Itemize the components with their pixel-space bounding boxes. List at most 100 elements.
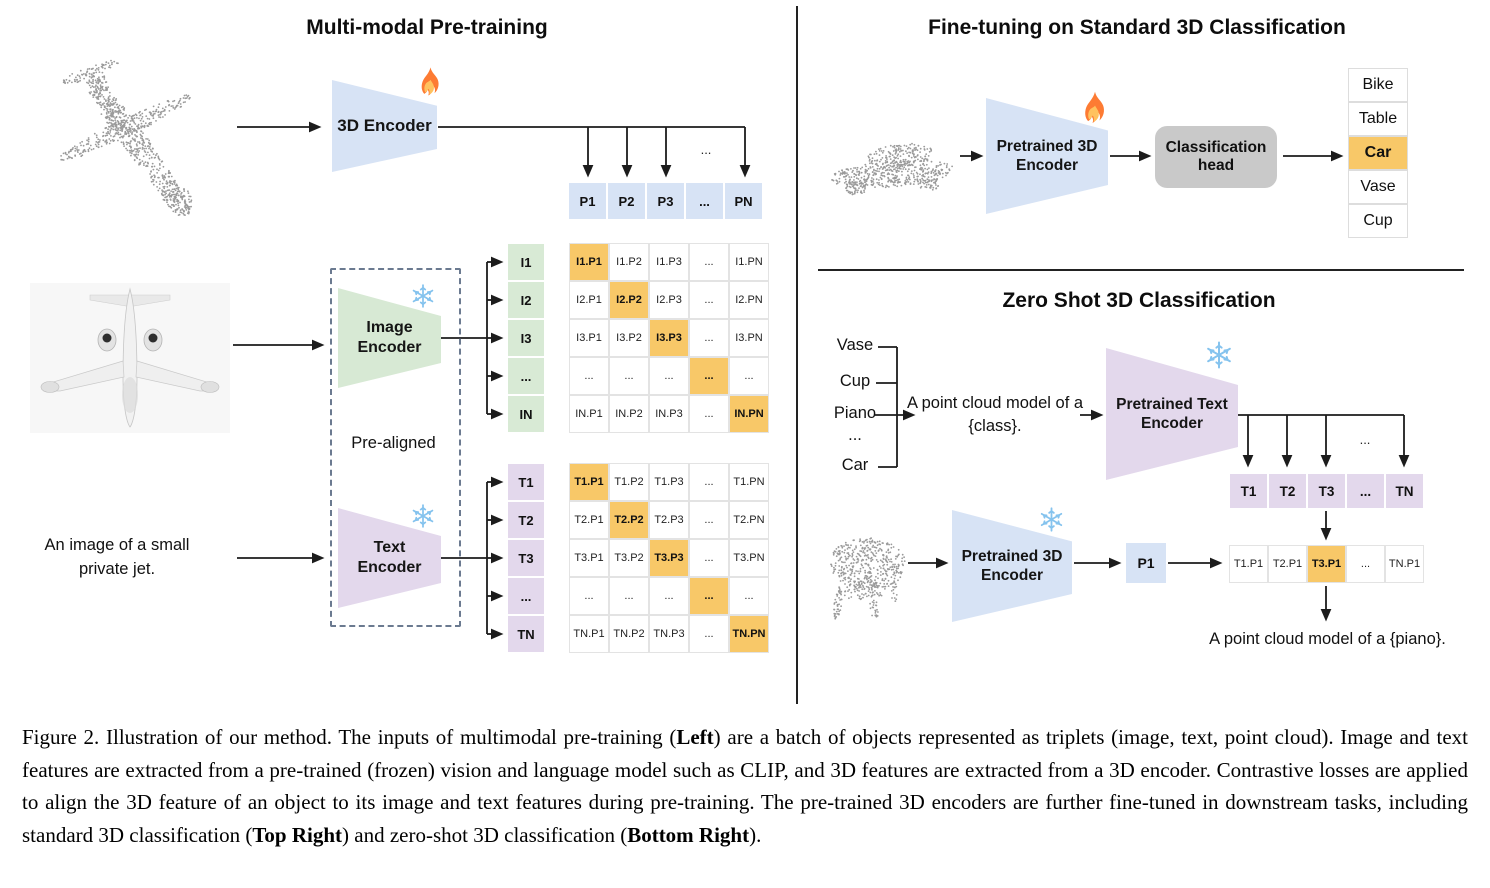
image-feature-column: I1 I2 I3... IN [507,243,545,433]
point-feature-cell: ... [685,182,724,220]
caption-segment: ) and zero-shot 3D classification ( [342,822,628,847]
3d-encoder-label: 3D Encoder [337,116,432,136]
point-feature-cell: P1 [568,182,607,220]
matrix-cell: ... [689,281,729,319]
similarity-cell: ... [1346,545,1385,583]
image-feature-cell: I2 [507,281,545,319]
car-point-cloud [831,142,953,196]
matrix-cell: I1.P2 [609,243,649,281]
airplane-photo [30,283,230,433]
matrix-cell: T3.P2 [609,539,649,577]
image-feature-cell: I3 [507,319,545,357]
matrix-cell: I3.PN [729,319,769,357]
airplane-point-cloud [60,59,193,217]
point-feature-cell: P2 [607,182,646,220]
image-feature-cell: I1 [507,243,545,281]
snowflake-icon [410,283,436,309]
text-feature-cell: T1 [507,463,545,501]
piano-point-cloud [830,537,906,620]
class-cell: Car [1348,136,1408,170]
similarity-cell: T2.P1 [1268,545,1307,583]
left-panel-title: Multi-modal Pre-training [306,16,548,39]
matrix-cell: TN.PN [729,615,769,653]
matrix-cell: ... [689,501,729,539]
point-feature-row: P1 P2 P3... PN [568,182,763,220]
matrix-cell: I1.P1 [569,243,609,281]
matrix-cell: I3.P1 [569,319,609,357]
candidate-class-label: ... [848,426,862,444]
snowflake-icon [410,503,436,529]
matrix-cell: I3.P2 [609,319,649,357]
matrix-cell: ... [649,357,689,395]
matrix-cell: T2.P3 [649,501,689,539]
matrix-cell: T3.P3 [649,539,689,577]
matrix-cell: T1.P1 [569,463,609,501]
prompt-text: A point cloud model of a {class}. [906,394,1084,436]
candidate-class-label: Vase [836,336,874,354]
similarity-cell: T3.P1 [1307,545,1346,583]
snowflake-icon [1038,506,1065,533]
matrix-cell: ... [689,577,729,615]
matrix-cell: ... [609,577,649,615]
candidate-class-label: Car [841,456,869,474]
classification-head-label: Classification head [1165,139,1267,174]
matrix-cell: ... [689,463,729,501]
image-point-similarity-matrix: I1.P1 I1.P2 I1.P3... I1.PN I2.P1 I2.P2 I2.P3..… [569,243,769,433]
text-input-caption: An image of a small private jet. [44,536,190,578]
ellipsis-label: ... [700,142,712,157]
caption-segment: ). [749,822,762,847]
zeroshot-panel-title: Zero Shot 3D Classification [1002,289,1276,312]
ellipsis-label: ... [1359,432,1371,447]
matrix-cell: IN.PN [729,395,769,433]
matrix-cell: IN.P2 [609,395,649,433]
similarity-row: T1.P1 T2.P1 T3.P1... TN.P1 [1229,545,1424,583]
matrix-cell: ... [649,577,689,615]
matrix-cell: ... [729,357,769,395]
caption-segment: Figure 2. Illustration of our method. Th… [22,725,677,749]
pre-aligned-label: Pre-aligned [351,434,436,452]
text-feature-cell: TN [1385,473,1424,509]
text-encoder-label: Text Encoder [357,539,422,576]
matrix-cell: I1.P3 [649,243,689,281]
point-feature-cell: PN [724,182,763,220]
text-feature-cell: ... [1346,473,1385,509]
text-feature-cell: T3 [1307,473,1346,509]
classification-head-block: Classification head [1155,126,1277,188]
matrix-cell: ... [689,243,729,281]
matrix-cell: ... [689,357,729,395]
matrix-cell: ... [569,357,609,395]
pre-aligned-box [330,268,461,627]
matrix-cell: T1.PN [729,463,769,501]
matrix-cell: I2.P2 [609,281,649,319]
matrix-cell: T3.P1 [569,539,609,577]
text-feature-cell: T2 [1268,473,1307,509]
matrix-cell: TN.P1 [569,615,609,653]
image-feature-cell: ... [507,357,545,395]
matrix-cell: T1.P2 [609,463,649,501]
matrix-cell: IN.P1 [569,395,609,433]
similarity-cell: T1.P1 [1229,545,1268,583]
text-feature-cell: T1 [1229,473,1268,509]
matrix-cell: T2.P1 [569,501,609,539]
matrix-cell: ... [729,577,769,615]
text-feature-cell: TN [507,615,545,653]
text-point-similarity-matrix: T1.P1 T1.P2 T1.P3... T1.PN T2.P1 T2.P2 T2.P3..… [569,463,769,653]
matrix-cell: I1.PN [729,243,769,281]
image-feature-cell: IN [507,395,545,433]
text-feature-row: T1 T2 T3... TN [1229,473,1424,509]
matrix-cell: T2.PN [729,501,769,539]
image-encoder-label: Image Encoder [357,319,422,356]
class-cell: Cup [1348,204,1408,238]
fire-icon [417,66,444,98]
finetune-panel-title: Fine-tuning on Standard 3D Classificatio… [928,16,1346,39]
text-feature-cell: ... [507,577,545,615]
matrix-cell: ... [689,539,729,577]
class-cell: Vase [1348,170,1408,204]
fire-icon [1080,90,1110,126]
text-feature-cell: T3 [507,539,545,577]
similarity-cell: TN.P1 [1385,545,1424,583]
class-cell: Bike [1348,68,1408,102]
caption-segment: Left [676,725,714,749]
matrix-cell: TN.P3 [649,615,689,653]
text-feature-cell: T2 [507,501,545,539]
